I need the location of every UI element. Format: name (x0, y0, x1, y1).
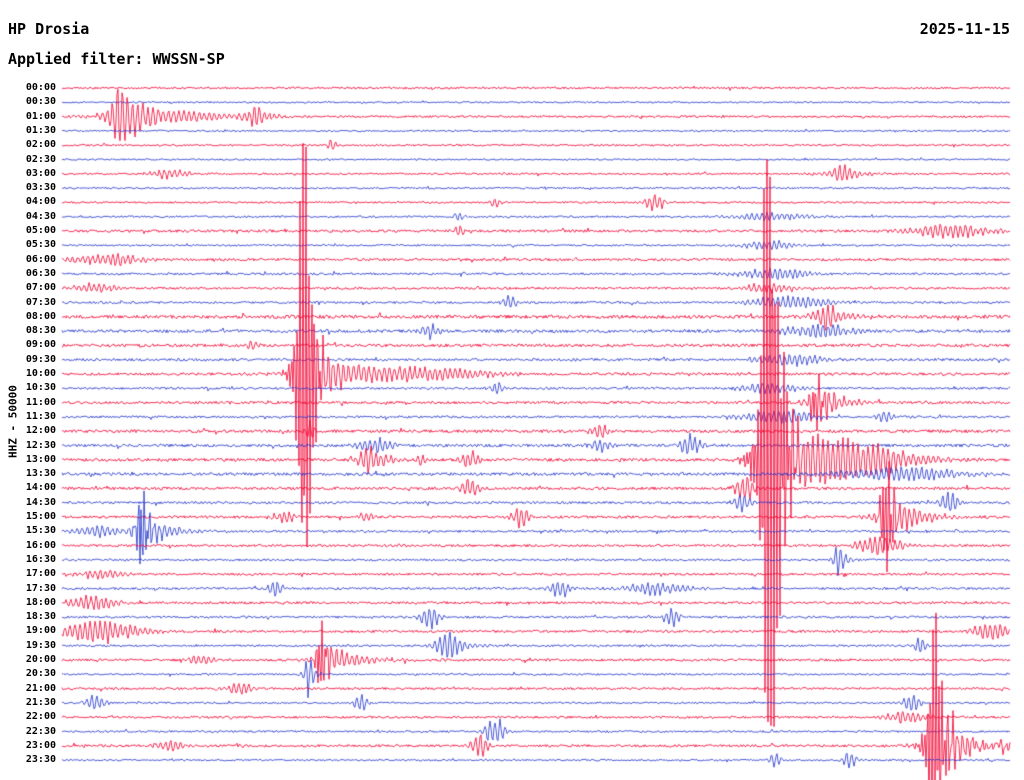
time-label: 04:00 (25, 196, 56, 208)
time-label: 18:00 (25, 596, 56, 608)
time-label: 14:30 (25, 496, 56, 508)
time-label: 10:30 (25, 382, 56, 394)
time-label: 05:30 (25, 239, 56, 251)
time-label: 14:00 (25, 482, 56, 494)
time-label: 11:30 (25, 410, 56, 422)
time-label: 03:00 (25, 167, 56, 179)
time-label: 21:00 (25, 682, 56, 694)
time-label: 05:00 (25, 225, 56, 236)
time-label: 21:30 (25, 696, 56, 708)
time-label: 23:00 (25, 739, 56, 751)
time-label: 11:00 (25, 396, 56, 408)
time-label: 10:00 (25, 368, 56, 379)
time-label: 15:30 (25, 525, 56, 537)
time-label: 00:00 (25, 82, 56, 93)
time-label: 09:30 (25, 353, 56, 365)
time-label: 04:30 (25, 210, 56, 222)
time-label: 18:30 (25, 611, 56, 623)
time-label: 13:30 (25, 468, 56, 480)
time-label: 06:30 (25, 267, 56, 279)
time-label: 00:30 (25, 96, 56, 108)
time-label: 02:00 (25, 139, 56, 151)
time-label: 06:00 (25, 253, 56, 265)
time-label: 12:30 (25, 439, 56, 451)
time-label: 08:30 (25, 325, 56, 337)
time-label: 01:30 (25, 124, 56, 136)
time-label: 03:30 (25, 182, 56, 194)
time-label: 07:30 (25, 296, 56, 308)
station-title: HP Drosia (8, 20, 90, 38)
time-label: 20:30 (25, 668, 56, 680)
time-label: 13:00 (25, 453, 56, 465)
time-label: 01:00 (25, 110, 56, 122)
time-label: 16:00 (25, 539, 56, 551)
time-label: 08:00 (25, 310, 56, 322)
y-axis-label: HHZ - 50000 (6, 385, 20, 458)
time-label: 20:00 (25, 654, 56, 665)
time-label: 22:30 (25, 725, 56, 737)
time-label: 17:30 (25, 582, 56, 594)
date-label: 2025-11-15 (919, 20, 1010, 38)
time-label: 09:00 (25, 339, 56, 351)
filter-label: Applied filter: WWSSN-SP (8, 50, 225, 68)
time-label: 16:30 (25, 553, 56, 565)
time-label: 17:00 (25, 568, 56, 580)
time-label: 22:00 (25, 711, 56, 723)
time-label: 23:30 (25, 754, 56, 766)
time-label: 19:00 (25, 625, 56, 637)
time-label: 19:30 (25, 639, 56, 651)
time-label: 15:00 (25, 511, 56, 522)
time-label: 07:00 (25, 282, 56, 294)
time-label: 02:30 (25, 153, 56, 165)
time-label: 12:00 (25, 425, 56, 437)
